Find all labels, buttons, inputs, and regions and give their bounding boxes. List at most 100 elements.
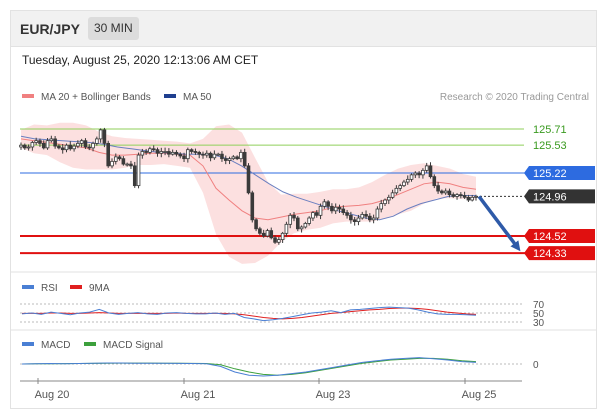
candle-body xyxy=(30,142,35,148)
candle-body xyxy=(174,151,179,155)
candle-body xyxy=(371,217,376,221)
candle-body xyxy=(333,206,338,212)
candle-body xyxy=(295,217,300,230)
candle-body xyxy=(45,140,50,149)
rsi-tick-label: 70 xyxy=(533,300,545,311)
candle-body xyxy=(417,172,421,176)
candle-body xyxy=(379,203,384,210)
timestamp: Tuesday, August 25, 2020 12:13:06 AM CET xyxy=(22,53,259,67)
legend-label-macd-signal: MACD Signal xyxy=(103,340,163,351)
candle-body xyxy=(110,160,114,167)
interval-badge[interactable]: 30 MIN xyxy=(88,17,139,40)
candle-body xyxy=(140,151,145,156)
candle-body xyxy=(155,149,160,154)
candle-body xyxy=(322,201,327,207)
rsi-line xyxy=(21,306,477,322)
candle-body xyxy=(360,214,365,219)
candle-body xyxy=(386,196,391,201)
support-label-bg xyxy=(524,229,595,243)
candle-body xyxy=(390,192,395,198)
current-price-label: 124.96 xyxy=(533,191,567,203)
x-axis-tick-label: Aug 23 xyxy=(316,389,351,401)
legend-swatch-macd xyxy=(22,342,34,346)
chart-header: EUR/JPY 30 MIN xyxy=(11,11,596,47)
candle-body xyxy=(330,205,334,212)
candle-body xyxy=(197,151,202,155)
price-level-labels: 125.71 125.53 125.22 124.52 124.33 124.96 xyxy=(524,124,595,261)
currency-pair-title: EUR/JPY xyxy=(20,21,80,37)
candle-body xyxy=(132,165,137,187)
resistance-label: 125.71 xyxy=(533,124,567,136)
candle-body xyxy=(466,196,471,201)
candle-body xyxy=(117,156,122,160)
candle-body xyxy=(265,230,270,237)
candle-body xyxy=(34,140,38,143)
candle-body xyxy=(223,158,228,161)
candle-body xyxy=(212,153,217,159)
candle-body xyxy=(220,153,224,160)
chart-card: EUR/JPY 30 MIN Tuesday, August 25, 2020 … xyxy=(10,10,597,409)
candle-body xyxy=(428,165,433,178)
candle-body xyxy=(182,155,186,160)
candle-body xyxy=(280,232,285,240)
support-label: 124.52 xyxy=(533,231,567,243)
support-label-bg xyxy=(524,246,595,261)
candle-body xyxy=(19,144,23,148)
candle-body xyxy=(258,228,262,234)
candle-body xyxy=(129,163,133,167)
candle-body xyxy=(193,151,198,153)
candle-body xyxy=(421,169,425,176)
candle-body xyxy=(459,194,463,197)
candle-body xyxy=(216,153,220,156)
candle-body xyxy=(318,205,323,216)
candle-body xyxy=(22,144,27,149)
macd-line xyxy=(21,357,477,377)
macd-legend: MACD MACD Signal xyxy=(22,340,163,351)
candle-body xyxy=(68,144,73,150)
candle-body xyxy=(87,146,92,149)
candle-body xyxy=(163,151,167,153)
candle-body xyxy=(250,192,255,221)
candle-body xyxy=(41,142,46,149)
candle-body xyxy=(413,172,418,176)
candle-body xyxy=(76,142,80,147)
candle-body xyxy=(83,140,88,148)
legend-swatch-macd-signal xyxy=(84,342,96,346)
ma20-line xyxy=(20,138,477,221)
candle-body xyxy=(64,144,69,151)
candle-body xyxy=(208,152,213,159)
candle-body xyxy=(424,165,429,171)
legend-label-macd: MACD xyxy=(41,340,70,351)
candle-body xyxy=(409,174,414,180)
candle-body xyxy=(284,223,289,234)
candle-body xyxy=(167,151,171,155)
candle-body xyxy=(432,176,437,187)
candle-body xyxy=(470,196,475,201)
candle-body xyxy=(455,194,459,197)
candle-body xyxy=(352,219,357,223)
candle-body xyxy=(186,149,190,160)
candle-body xyxy=(170,151,175,155)
candle-body xyxy=(337,206,342,210)
candle-body xyxy=(311,212,315,219)
candle-body xyxy=(178,153,183,157)
candle-body xyxy=(299,226,304,230)
current-price-label-bg xyxy=(524,189,595,204)
rsi-tick-label: 30 xyxy=(533,318,545,329)
candle-body xyxy=(231,156,236,160)
candle-body xyxy=(368,215,372,221)
candle-body xyxy=(204,152,209,156)
support-label: 124.33 xyxy=(533,248,567,260)
candle-body xyxy=(72,145,76,150)
candle-body xyxy=(189,149,194,152)
legend-swatch-rsi xyxy=(22,285,34,289)
legend-label-ma50: MA 50 xyxy=(183,92,212,103)
candle-body xyxy=(447,190,452,196)
candle-body xyxy=(273,237,277,243)
candle-body xyxy=(95,138,99,144)
candle-body xyxy=(136,154,141,187)
candle-body xyxy=(269,230,274,239)
macd-panel: 0 xyxy=(20,357,539,377)
